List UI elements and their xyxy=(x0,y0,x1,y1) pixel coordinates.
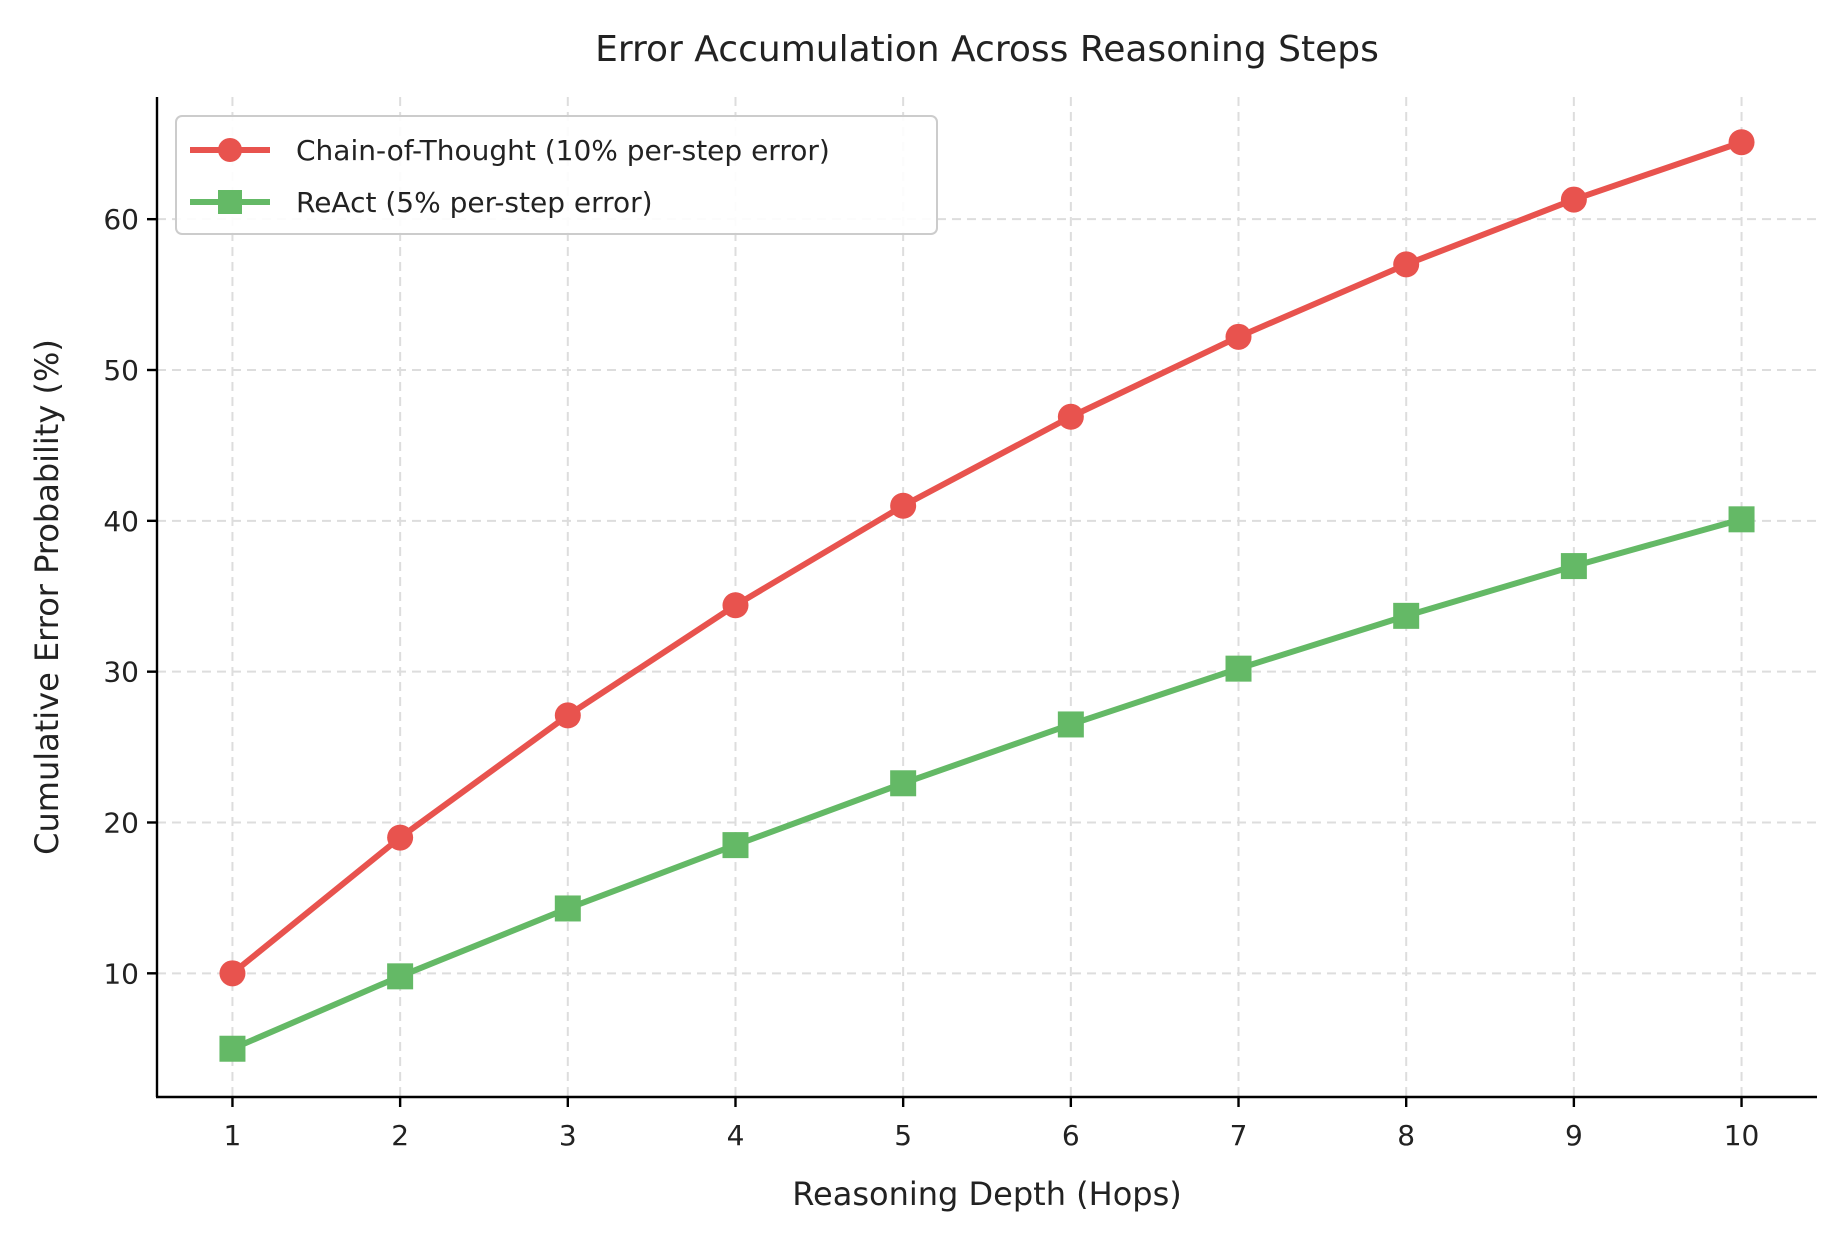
axes xyxy=(155,97,1817,1099)
legend-label-react: ReAct (5% per-step error) xyxy=(296,186,653,219)
legend-item-react: ReAct (5% per-step error) xyxy=(190,186,653,219)
x-axis-ticks: 1 2 3 4 5 6 7 8 9 10 xyxy=(224,1097,1760,1152)
data-point-square xyxy=(890,770,917,797)
data-point-square xyxy=(1057,711,1084,738)
y-tick-label: 20 xyxy=(103,806,139,839)
legend-box xyxy=(175,115,938,235)
chart-title: Error Accumulation Across Reasoning Step… xyxy=(595,29,1379,70)
series-1 xyxy=(219,506,1755,1062)
y-tick-label: 10 xyxy=(103,957,139,990)
y-axis-ticks: 10 20 30 40 50 60 xyxy=(103,203,157,990)
grid xyxy=(157,97,1817,1097)
data-point-square xyxy=(1560,553,1587,580)
data-point-circle xyxy=(387,824,414,851)
legend-marker-circle xyxy=(218,138,242,162)
y-tick-label: 40 xyxy=(103,505,139,538)
data-point-square xyxy=(387,963,414,990)
data-point-circle xyxy=(1728,129,1755,156)
y-axis-title: Cumulative Error Probability (%) xyxy=(28,339,66,855)
data-point-square xyxy=(1393,602,1420,629)
y-tick-label: 30 xyxy=(103,656,139,689)
data-point-square xyxy=(219,1035,246,1062)
y-tick-label: 60 xyxy=(103,203,139,236)
x-tick-label: 10 xyxy=(1724,1119,1760,1152)
data-point-square xyxy=(554,895,581,922)
data-point-square xyxy=(722,832,749,859)
x-tick-label: 3 xyxy=(559,1119,577,1152)
data-point-circle xyxy=(1560,186,1587,213)
x-tick-label: 2 xyxy=(391,1119,409,1152)
data-point-circle xyxy=(1225,323,1252,350)
series-0 xyxy=(219,129,1755,987)
data-point-circle xyxy=(219,960,246,987)
x-tick-label: 6 xyxy=(1062,1119,1080,1152)
data-point-square xyxy=(1728,506,1755,533)
legend-label-chain-of-thought: Chain-of-Thought (10% per-step error) xyxy=(296,134,830,167)
y-tick-label: 50 xyxy=(103,354,139,387)
x-tick-label: 5 xyxy=(894,1119,912,1152)
data-point-circle xyxy=(1057,403,1084,430)
legend: Chain-of-Thought (10% per-step error) Re… xyxy=(175,115,938,235)
data-point-circle xyxy=(554,702,581,729)
data-point-square xyxy=(1225,655,1252,682)
legend-item-chain-of-thought: Chain-of-Thought (10% per-step error) xyxy=(190,134,830,167)
x-axis-title: Reasoning Depth (Hops) xyxy=(792,1175,1182,1213)
series-line xyxy=(229,139,1745,977)
x-tick-label: 4 xyxy=(727,1119,745,1152)
data-point-circle xyxy=(890,492,917,519)
series-line xyxy=(229,516,1745,1052)
series xyxy=(219,129,1755,1062)
x-tick-label: 1 xyxy=(224,1119,242,1152)
legend-marker-square xyxy=(218,190,242,214)
data-point-circle xyxy=(722,592,749,619)
x-tick-label: 9 xyxy=(1565,1119,1583,1152)
x-tick-label: 8 xyxy=(1397,1119,1415,1152)
x-tick-label: 7 xyxy=(1230,1119,1248,1152)
data-point-circle xyxy=(1393,251,1420,278)
